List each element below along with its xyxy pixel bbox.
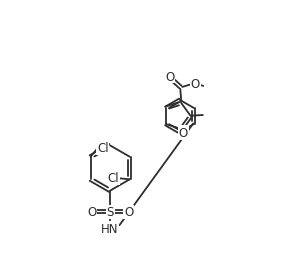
Text: O: O (179, 126, 188, 139)
Text: O: O (87, 205, 96, 218)
Text: O: O (165, 71, 175, 83)
Text: Cl: Cl (97, 142, 109, 155)
Text: Cl: Cl (107, 172, 119, 185)
Text: HN: HN (101, 222, 118, 235)
Text: S: S (106, 205, 114, 218)
Text: O: O (191, 78, 200, 91)
Text: O: O (124, 205, 133, 218)
